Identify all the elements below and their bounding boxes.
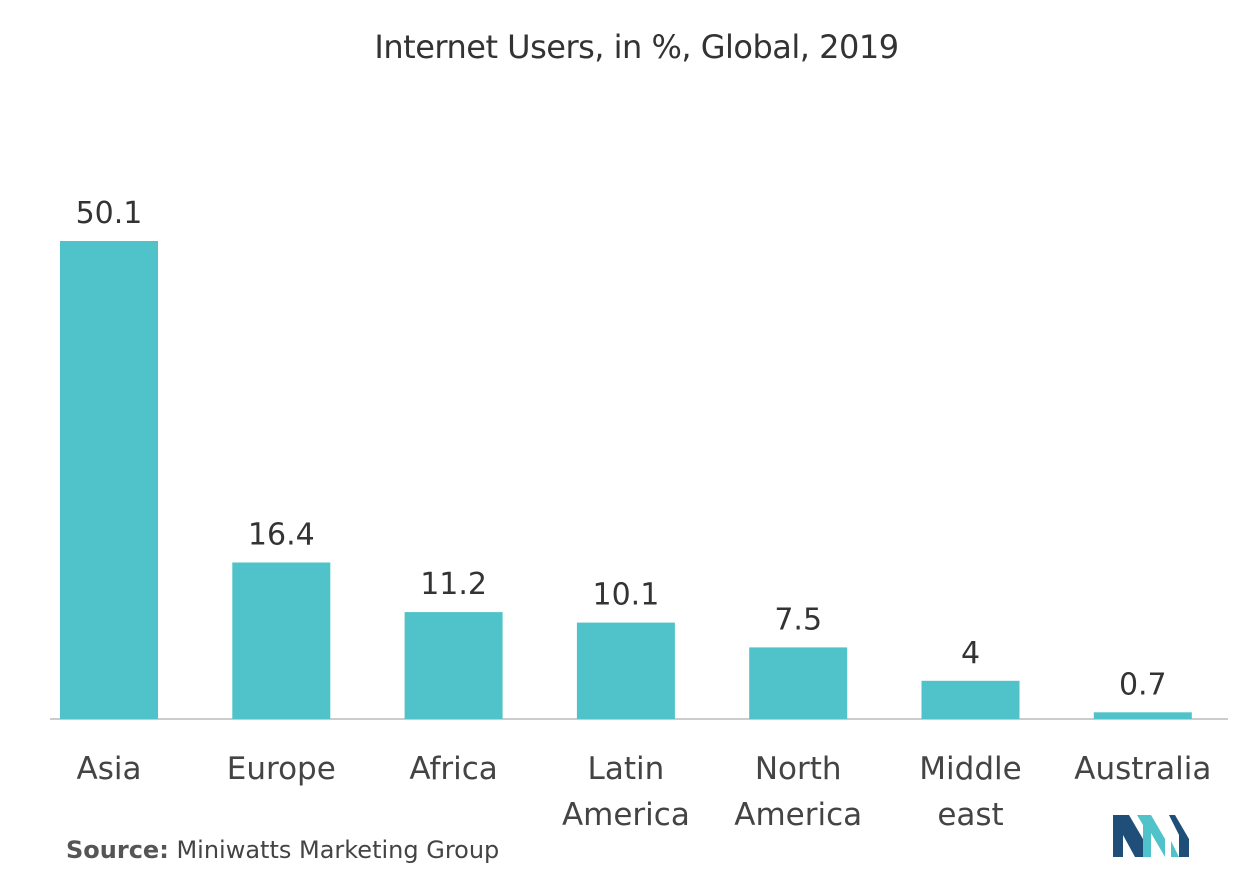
category-label-north-america-line-1: North	[755, 751, 842, 787]
source-label: Source:	[66, 836, 169, 864]
value-label-north-america: 7.5	[774, 602, 822, 637]
logo-shape-accent	[1171, 841, 1179, 857]
source-text: Miniwatts Marketing Group	[176, 836, 500, 864]
mordor-intelligence-logo	[1113, 815, 1189, 857]
value-label-asia: 50.1	[76, 196, 143, 231]
bar-asia	[60, 241, 158, 719]
category-label-europe: Europe	[227, 751, 336, 787]
category-label-north-america-line-2: America	[734, 797, 862, 833]
bar-latin-america	[576, 622, 675, 719]
category-label-middle-east-line-2: east	[937, 797, 1003, 833]
bar-australia	[1093, 712, 1192, 719]
logo-shape-middle	[1137, 815, 1165, 857]
category-label-middle-east-line-1: Middle	[919, 751, 1021, 787]
bar-middle-east	[921, 680, 1020, 719]
value-labels-group: 50.1 16.4 11.2 10.1 7.5 4 0.7	[76, 196, 1167, 702]
bar-north-america	[749, 647, 848, 719]
value-label-middle-east: 4	[961, 636, 980, 671]
chart-title: Internet Users, in %, Global, 2019	[374, 28, 899, 66]
category-label-africa: Africa	[409, 751, 497, 787]
value-label-africa: 11.2	[420, 567, 487, 602]
bar-europe	[232, 562, 331, 719]
value-label-australia: 0.7	[1119, 667, 1167, 702]
value-label-latin-america: 10.1	[593, 578, 660, 613]
bar-africa	[404, 612, 503, 719]
source-line: Source: Miniwatts Marketing Group	[66, 836, 499, 864]
value-label-europe: 16.4	[248, 518, 315, 553]
logo-shape-left	[1113, 815, 1143, 857]
category-label-latin-america-line-1: Latin	[588, 751, 665, 787]
category-label-australia: Australia	[1074, 751, 1211, 787]
category-label-latin-america-line-2: America	[562, 797, 690, 833]
logo-shape-right	[1159, 815, 1189, 857]
category-labels-group: Asia Europe Africa Latin America North America…	[77, 751, 1212, 833]
category-label-asia: Asia	[77, 751, 142, 787]
bars-group	[60, 241, 1192, 719]
